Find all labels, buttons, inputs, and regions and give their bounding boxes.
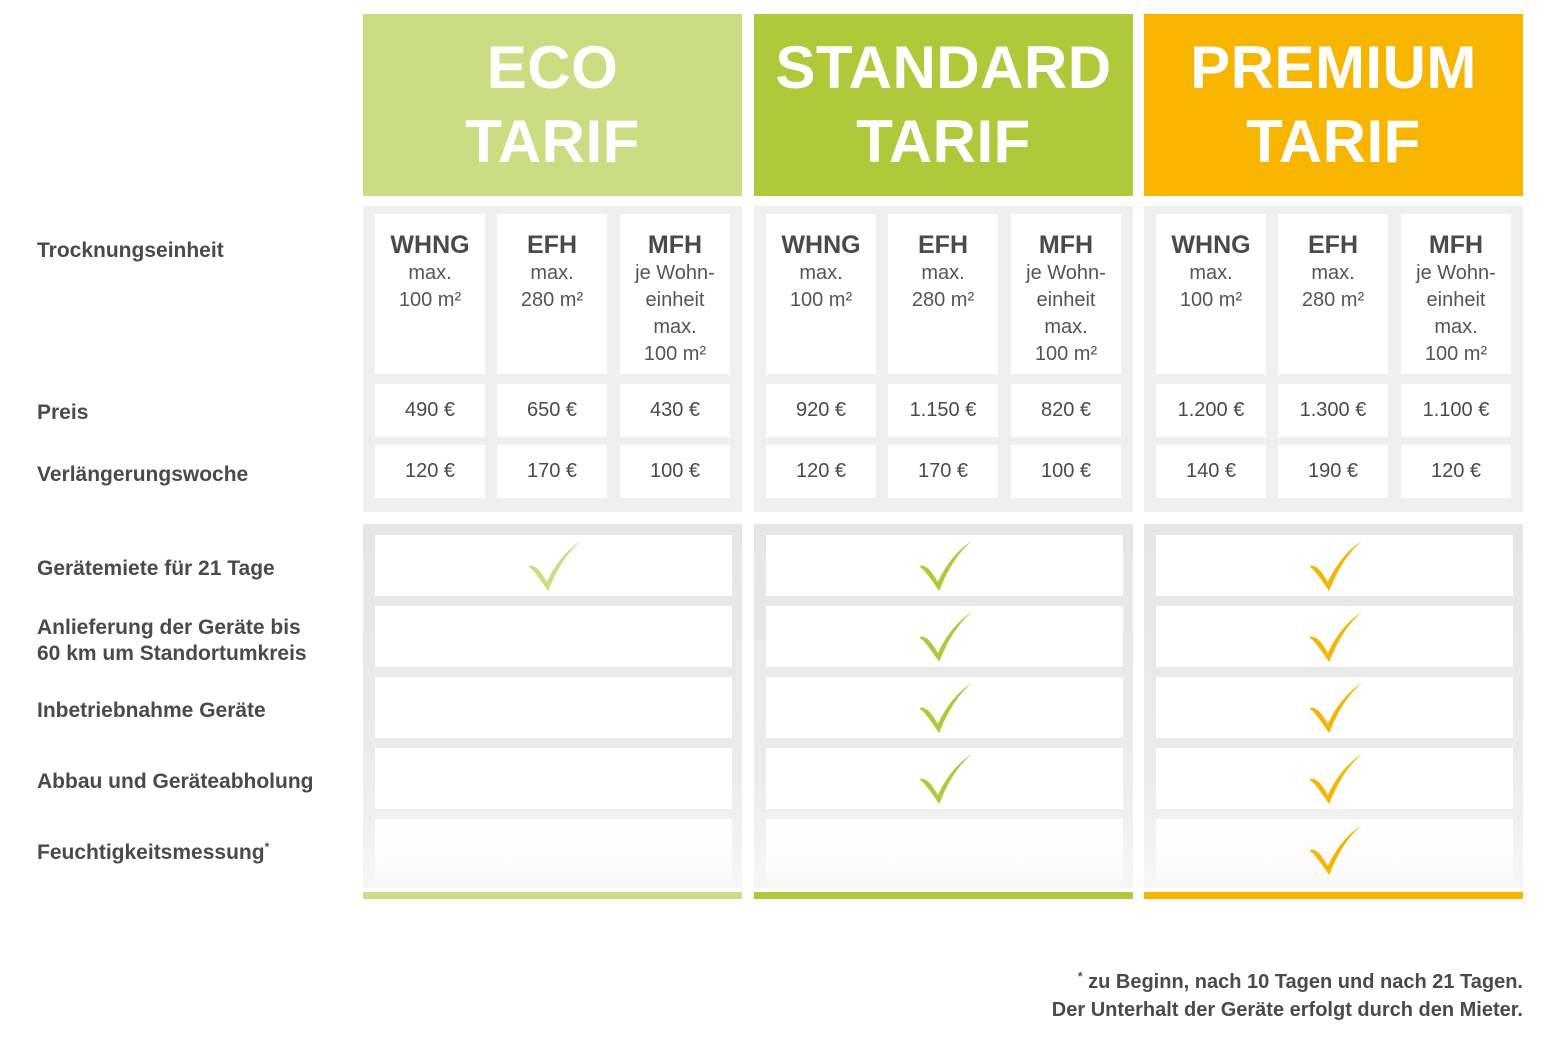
feature-label-with-footnote: Feuchtigkeitsmessung* (37, 840, 269, 866)
unit-cell: EFH max. 280 m² (497, 214, 607, 374)
feature-label: Anlieferung der Geräte bis 60 km um Stan… (37, 616, 307, 665)
check-icon (919, 753, 972, 804)
unit-cell: MFH je Wohn- einheit max. 100 m² (1011, 214, 1121, 374)
feature-label-text: Feuchtigkeitsmessung (37, 841, 265, 864)
extension-price-cell: 120 € (766, 445, 876, 498)
extension-price-cell: 140 € (1156, 445, 1266, 498)
price-cell: 1.300 € (1278, 384, 1388, 437)
feature-cell (1156, 748, 1513, 809)
feature-cell (375, 748, 732, 809)
tier-name-line-2: TARIF (1246, 108, 1421, 175)
feature-cell (1156, 677, 1513, 738)
unit-description: max. 280 m² (911, 262, 975, 311)
check-icon (1309, 753, 1362, 804)
tier-header-eco: ECO TARIF (363, 14, 742, 196)
check-icon (1309, 824, 1362, 875)
unit-code: EFH (1308, 231, 1358, 259)
feature-cell (375, 606, 732, 667)
unit-cell: MFH je Wohn- einheit max. 100 m² (620, 214, 730, 374)
unit-code: WHNG (390, 231, 470, 259)
extension-price-cell: 120 € (1401, 445, 1511, 498)
tier-name-line-2: TARIF (465, 108, 640, 175)
unit-code: WHNG (1171, 231, 1251, 259)
feature-cell (766, 748, 1123, 809)
unit-description: max. 100 m² (398, 262, 462, 311)
feature-cell (766, 819, 1123, 880)
tier-name-line-2: TARIF (856, 108, 1031, 175)
unit-description: je Wohn- einheit max. 100 m² (635, 262, 715, 365)
unit-cell: WHNG max. 100 m² (1156, 214, 1266, 374)
feature-cell (766, 606, 1123, 667)
check-icon (919, 611, 972, 662)
tier-header-standard: STANDARD TARIF (754, 14, 1133, 196)
feature-cell (1156, 535, 1513, 596)
extension-price-cell: 190 € (1278, 445, 1388, 498)
price-cell: 1.200 € (1156, 384, 1266, 437)
unit-description: max. 100 m² (789, 262, 853, 311)
extension-price-cell: 170 € (888, 445, 998, 498)
tier-header-premium: PREMIUM TARIF (1144, 14, 1523, 196)
tier-bottom-bar (363, 892, 742, 899)
unit-code: EFH (918, 231, 968, 259)
price-cell: 920 € (766, 384, 876, 437)
row-label-unit: Trocknungseinheit (37, 239, 224, 262)
extension-price-cell: 100 € (1011, 445, 1121, 498)
footnote-mark: * (1077, 969, 1083, 984)
price-cell: 430 € (620, 384, 730, 437)
feature-cell (766, 677, 1123, 738)
unit-code: MFH (647, 231, 703, 259)
check-icon (919, 682, 972, 733)
unit-code: MFH (1038, 231, 1094, 259)
price-cell: 820 € (1011, 384, 1121, 437)
unit-cell: EFH max. 280 m² (888, 214, 998, 374)
row-label-price: Preis (37, 401, 89, 424)
price-cell: 490 € (375, 384, 485, 437)
row-label-extension: Verlängerungswoche (37, 463, 249, 486)
tier-name-line-1: STANDARD (775, 34, 1112, 101)
feature-label: Gerätemiete für 21 Tage (37, 557, 275, 580)
extension-price-cell: 170 € (497, 445, 607, 498)
unit-cell: WHNG max. 100 m² (766, 214, 876, 374)
extension-price-cell: 120 € (375, 445, 485, 498)
feature-label: Abbau und Geräteabholung (37, 770, 314, 793)
check-icon (1309, 611, 1362, 662)
footnote-mark: * (264, 840, 270, 854)
tier-bottom-bar (754, 892, 1133, 899)
check-icon (1309, 682, 1362, 733)
price-cell: 650 € (497, 384, 607, 437)
unit-cell: MFH je Wohn- einheit max. 100 m² (1401, 214, 1511, 374)
unit-code: EFH (527, 231, 577, 259)
tier-name-line-1: ECO (486, 34, 619, 101)
feature-label: Inbetriebnahme Geräte (37, 699, 266, 722)
extension-price-cell: 100 € (620, 445, 730, 498)
unit-code: WHNG (781, 231, 861, 259)
unit-code: MFH (1428, 231, 1484, 259)
unit-description: max. 100 m² (1179, 262, 1243, 311)
unit-description: je Wohn- einheit max. 100 m² (1026, 262, 1106, 365)
check-icon (528, 540, 581, 591)
footnote-line-1-text: zu Beginn, nach 10 Tagen und nach 21 Tag… (1088, 971, 1523, 993)
tier-bottom-bar (1144, 892, 1523, 899)
footnote-line-1: * zu Beginn, nach 10 Tagen und nach 21 T… (1052, 968, 1523, 996)
feature-cell (375, 819, 732, 880)
check-icon (919, 540, 972, 591)
price-cell: 1.150 € (888, 384, 998, 437)
tier-name-line-1: PREMIUM (1190, 34, 1477, 101)
check-icon (1309, 540, 1362, 591)
unit-description: max. 280 m² (1301, 262, 1365, 311)
feature-cell (766, 535, 1123, 596)
unit-description: je Wohn- einheit max. 100 m² (1416, 262, 1496, 365)
unit-cell: WHNG max. 100 m² (375, 214, 485, 374)
unit-cell: EFH max. 280 m² (1278, 214, 1388, 374)
price-cell: 1.100 € (1401, 384, 1511, 437)
footnote: * zu Beginn, nach 10 Tagen und nach 21 T… (1052, 968, 1523, 1024)
feature-cell (1156, 606, 1513, 667)
feature-cell (375, 677, 732, 738)
feature-cell (1156, 819, 1513, 880)
footnote-line-2: Der Unterhalt der Geräte erfolgt durch d… (1051, 999, 1523, 1021)
unit-description: max. 280 m² (520, 262, 584, 311)
feature-cell (375, 535, 732, 596)
